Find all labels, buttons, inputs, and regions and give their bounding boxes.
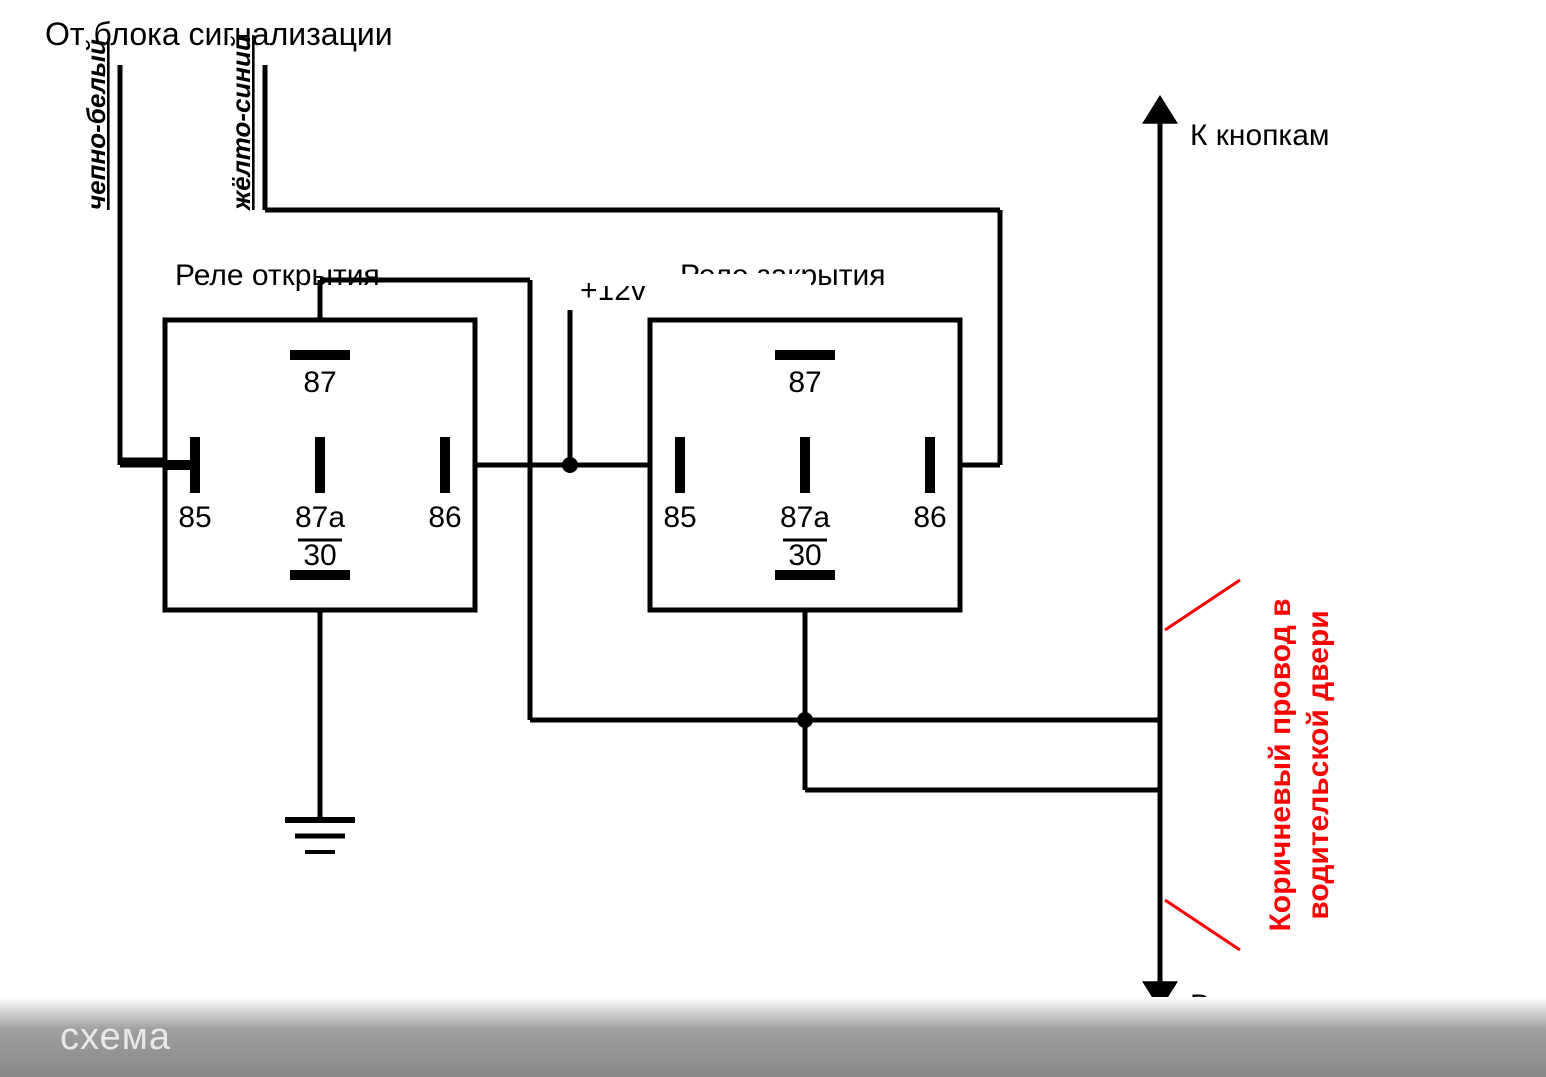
svg-text:87: 87 (303, 366, 336, 399)
svg-text:87a: 87a (295, 501, 345, 534)
svg-text:водительской двери: водительской двери (1302, 610, 1335, 919)
footer-bar: схема (0, 997, 1546, 1077)
svg-text:30: 30 (788, 539, 821, 572)
svg-text:85: 85 (178, 501, 211, 534)
svg-text:86: 86 (913, 501, 946, 534)
footer-label: схема (60, 1016, 171, 1059)
svg-text:87: 87 (788, 366, 821, 399)
svg-text:85: 85 (663, 501, 696, 534)
wiring-diagram: От блока сигнализациичепно-белыйжёлто-си… (0, 0, 1546, 997)
svg-text:К кнопкам: К кнопкам (1190, 119, 1330, 152)
svg-text:86: 86 (428, 501, 461, 534)
svg-text:30: 30 (303, 539, 336, 572)
svg-text:Реле открытия: Реле открытия (175, 259, 380, 292)
svg-text:жёлто-синий: жёлто-синий (226, 35, 256, 212)
svg-text:чепно-белый: чепно-белый (81, 39, 111, 210)
svg-text:В дверь: В дверь (1190, 989, 1300, 997)
svg-text:Коричневый провод в: Коричневый провод в (1264, 598, 1297, 931)
svg-text:87a: 87a (780, 501, 830, 534)
